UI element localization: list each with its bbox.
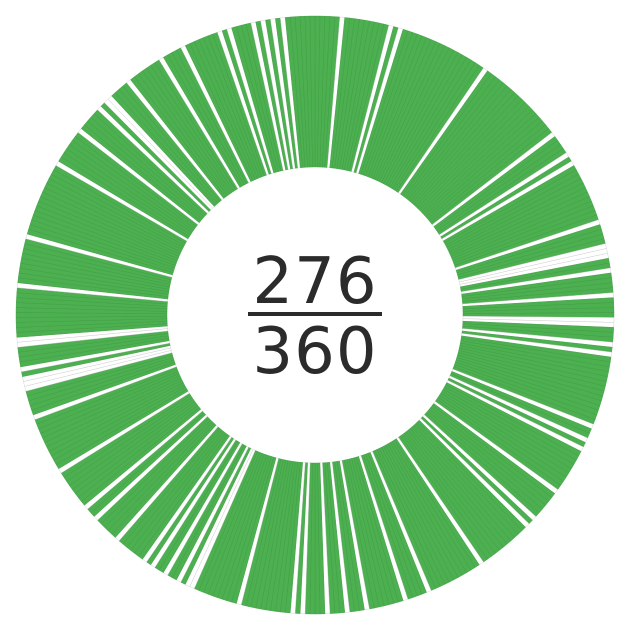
completed-segment	[309, 15, 316, 168]
segments-group	[15, 15, 615, 615]
fraction-bar	[248, 312, 382, 316]
total-count: 360	[252, 315, 378, 389]
completed-count: 276	[252, 245, 378, 319]
